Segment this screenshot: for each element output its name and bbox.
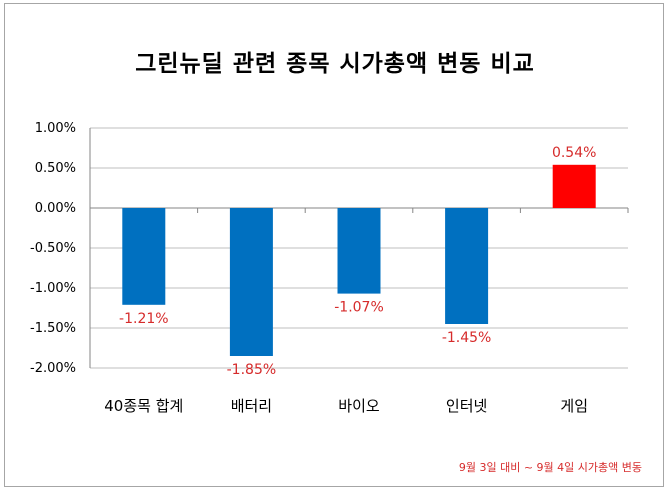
chart-frame [4, 3, 664, 487]
x-tick-label: 게임 [560, 397, 588, 415]
y-tick-label: 0.00% [35, 201, 76, 216]
y-tick-label: -1.00% [30, 281, 76, 296]
x-tick-label: 인터넷 [446, 397, 487, 415]
data-label: -1.45% [442, 330, 492, 346]
y-tick-label: 1.00% [35, 121, 76, 136]
y-tick-label: -2.00% [30, 361, 76, 376]
x-tick-label: 바이오 [338, 397, 380, 415]
y-tick-label: -1.50% [30, 321, 76, 336]
bar [122, 208, 166, 305]
data-label: -1.07% [334, 300, 384, 316]
bar [229, 208, 273, 356]
chart-footnote: 9월 3일 대비 ~ 9월 4일 시가총액 변동 [458, 461, 642, 474]
data-label: -1.21% [119, 311, 169, 327]
y-tick-label: 0.50% [35, 161, 76, 176]
bar [337, 208, 381, 294]
bar [552, 164, 596, 208]
x-tick-label: 배터리 [231, 397, 272, 415]
bar [445, 208, 489, 324]
y-tick-label: -0.50% [30, 241, 76, 256]
data-label: 0.54% [552, 145, 596, 161]
x-tick-label: 40종목 합계 [104, 397, 183, 415]
data-label: -1.85% [227, 362, 277, 378]
chart-title: 그린뉴딜 관련 종목 시가총액 변동 비교 [135, 51, 535, 77]
